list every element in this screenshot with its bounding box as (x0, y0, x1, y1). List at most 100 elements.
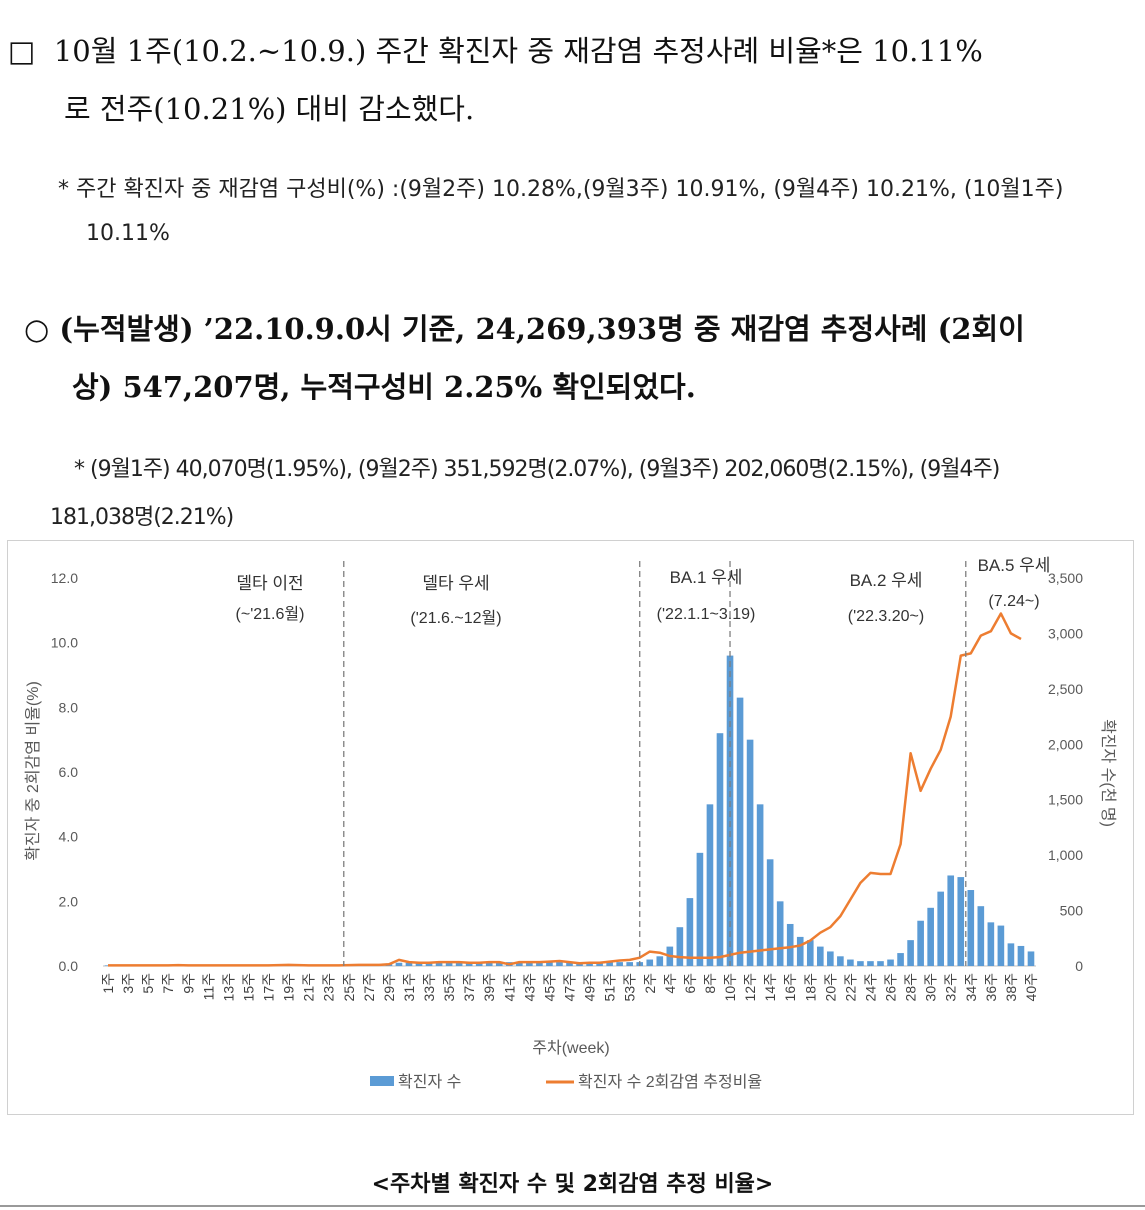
x-tick-label: 7주 (160, 973, 176, 994)
bar-confirmed-cases (405, 962, 413, 966)
circle-bullet-icon: ○ (24, 312, 50, 346)
x-tick-label: 27주 (361, 973, 377, 1002)
x-tick-label: 17주 (261, 973, 277, 1002)
weekly-ratio-line-1: 10월 1주(10.2.~10.9.) 주간 확진자 중 재감염 추정사례 비율… (53, 34, 983, 68)
footnote-cumulative-line-1: * (9월1주) 40,070명(1.95%), (9월2주) 351,592명… (74, 457, 1000, 482)
legend-line-label: 확진자 수 2회감염 추정비율 (578, 1073, 762, 1091)
bar-confirmed-cases (967, 890, 975, 966)
x-tick-label: 15주 (241, 973, 257, 1002)
x-tick-label: 49주 (582, 973, 598, 1002)
x-tick-label: 33주 (421, 973, 437, 1002)
x-tick-label: 10주 (722, 973, 738, 1002)
footnote-cumulative-line-2: 181,038명(2.21%) (50, 505, 234, 530)
bar-confirmed-cases (415, 962, 423, 966)
bar-confirmed-cases (616, 962, 623, 966)
left-tick-label: 8.0 (59, 699, 79, 715)
right-tick-label: 3,000 (1048, 625, 1083, 641)
bar-confirmed-cases (907, 940, 914, 966)
x-tick-label: 41주 (501, 973, 517, 1002)
x-tick-label: 13주 (220, 973, 236, 1002)
bottom-divider (0, 1205, 1145, 1207)
variant-label: BA.2 우세 (850, 571, 923, 590)
bar-confirmed-cases (606, 962, 613, 966)
bar-confirmed-cases (706, 804, 714, 966)
bar-confirmed-cases (526, 962, 533, 966)
right-tick-label: 1,000 (1048, 847, 1083, 863)
bar-confirmed-cases (746, 739, 754, 966)
x-tick-label: 28주 (903, 973, 919, 1002)
bar-confirmed-cases (536, 962, 543, 966)
x-tick-label: 53주 (622, 973, 638, 1002)
x-tick-label: 36주 (983, 973, 999, 1002)
right-tick-label: 0 (1075, 958, 1083, 974)
cumulative-line-2: 상) 547,207명, 누적구성비 2.25% 확인되었다. (72, 370, 696, 404)
right-axis-title: 확진자 수(천 명) (1099, 719, 1117, 827)
bar-confirmed-cases (786, 923, 794, 966)
x-tick-label: 29주 (381, 973, 397, 1002)
x-tick-label: 43주 (521, 973, 537, 1002)
variant-range-label: ('22.3.20~) (848, 608, 924, 625)
right-tick-label: 1,500 (1048, 792, 1083, 808)
bar-confirmed-cases (445, 962, 453, 966)
bar-confirmed-cases (827, 951, 834, 966)
bar-confirmed-cases (646, 959, 654, 966)
paragraph-cumulative: ○ (누적발생) ’22.10.9.0시 기준, 24,269,393명 중 재… (24, 300, 1025, 416)
bar-confirmed-cases (867, 961, 874, 966)
bar-confirmed-cases (837, 956, 844, 966)
line-reinfection-ratio (108, 612, 1022, 967)
left-tick-label: 4.0 (59, 829, 79, 845)
x-tick-label: 47주 (562, 973, 578, 1002)
variant-label: 델타 우세 (422, 574, 489, 593)
variant-label: BA.1 우세 (670, 568, 743, 587)
bar-confirmed-cases (957, 877, 965, 966)
bar-confirmed-cases (1017, 945, 1025, 966)
chart-container: 0.0 2.0 4.0 6.0 8.0 10.0 12.0 0 500 1,000 1,500 2,0… (7, 540, 1134, 1115)
bar-confirmed-cases (516, 962, 523, 966)
left-tick-label: 12.0 (51, 570, 78, 586)
right-tick-label: 2,500 (1048, 681, 1083, 697)
square-bullet-icon: □ (8, 34, 36, 68)
x-tick-label: 51주 (602, 973, 618, 1002)
variant-range-label: (7.24~) (988, 593, 1039, 610)
x-tick-label: 26주 (883, 973, 899, 1002)
bar-confirmed-cases (897, 953, 904, 966)
x-tick-label: 6주 (682, 973, 698, 994)
x-tick-label: 22주 (842, 973, 858, 1002)
bar-confirmed-cases (485, 962, 493, 966)
x-tick-label: 37주 (461, 973, 477, 1002)
bar-confirmed-cases (1027, 951, 1035, 966)
bar-confirmed-cases (857, 961, 864, 966)
bar-confirmed-cases (1007, 943, 1015, 966)
x-tick-label: 16주 (782, 973, 798, 1002)
x-tick-label: 3주 (120, 973, 136, 994)
bar-confirmed-cases (977, 906, 985, 966)
bar-confirmed-cases (887, 959, 894, 966)
x-tick-label: 1주 (100, 973, 116, 994)
bar-confirmed-cases (987, 922, 995, 966)
bar-confirmed-cases (495, 962, 503, 966)
bar-confirmed-cases (716, 733, 724, 966)
footnote-weekly-line-1: * 주간 확진자 중 재감염 구성비(%) :(9월2주) 10.28%,(9월… (58, 177, 1064, 202)
bar-confirmed-cases (546, 962, 553, 966)
footnote-weekly-composition: * 주간 확진자 중 재감염 구성비(%) :(9월2주) 10.28%,(9월… (58, 168, 1063, 256)
x-tick-label: 9주 (180, 973, 196, 994)
footnote-cumulative: * (9월1주) 40,070명(1.95%), (9월2주) 351,592명… (50, 446, 1000, 542)
bar-confirmed-cases (676, 927, 684, 966)
x-tick-label: 21주 (301, 973, 317, 1002)
x-tick-label: 34주 (963, 973, 979, 1002)
left-tick-label: 0.0 (59, 958, 79, 974)
bar-confirmed-cases (766, 859, 774, 966)
x-tick-label: 45주 (541, 973, 557, 1002)
left-tick-label: 10.0 (51, 635, 78, 651)
bar-confirmed-cases (806, 940, 814, 966)
bar-confirmed-cases (465, 962, 473, 966)
bar-confirmed-cases (847, 959, 854, 966)
right-tick-label: 2,000 (1048, 736, 1083, 752)
left-axis-title: 확진자 중 2회감염 비율(%) (24, 681, 42, 861)
footnote-weekly-line-2: 10.11% (86, 221, 170, 246)
bar-confirmed-cases (736, 697, 744, 966)
bar-confirmed-cases (917, 920, 924, 966)
x-tick-label: 19주 (281, 973, 297, 1002)
bar-confirmed-cases (475, 962, 483, 966)
x-tick-label: 31주 (401, 973, 417, 1002)
